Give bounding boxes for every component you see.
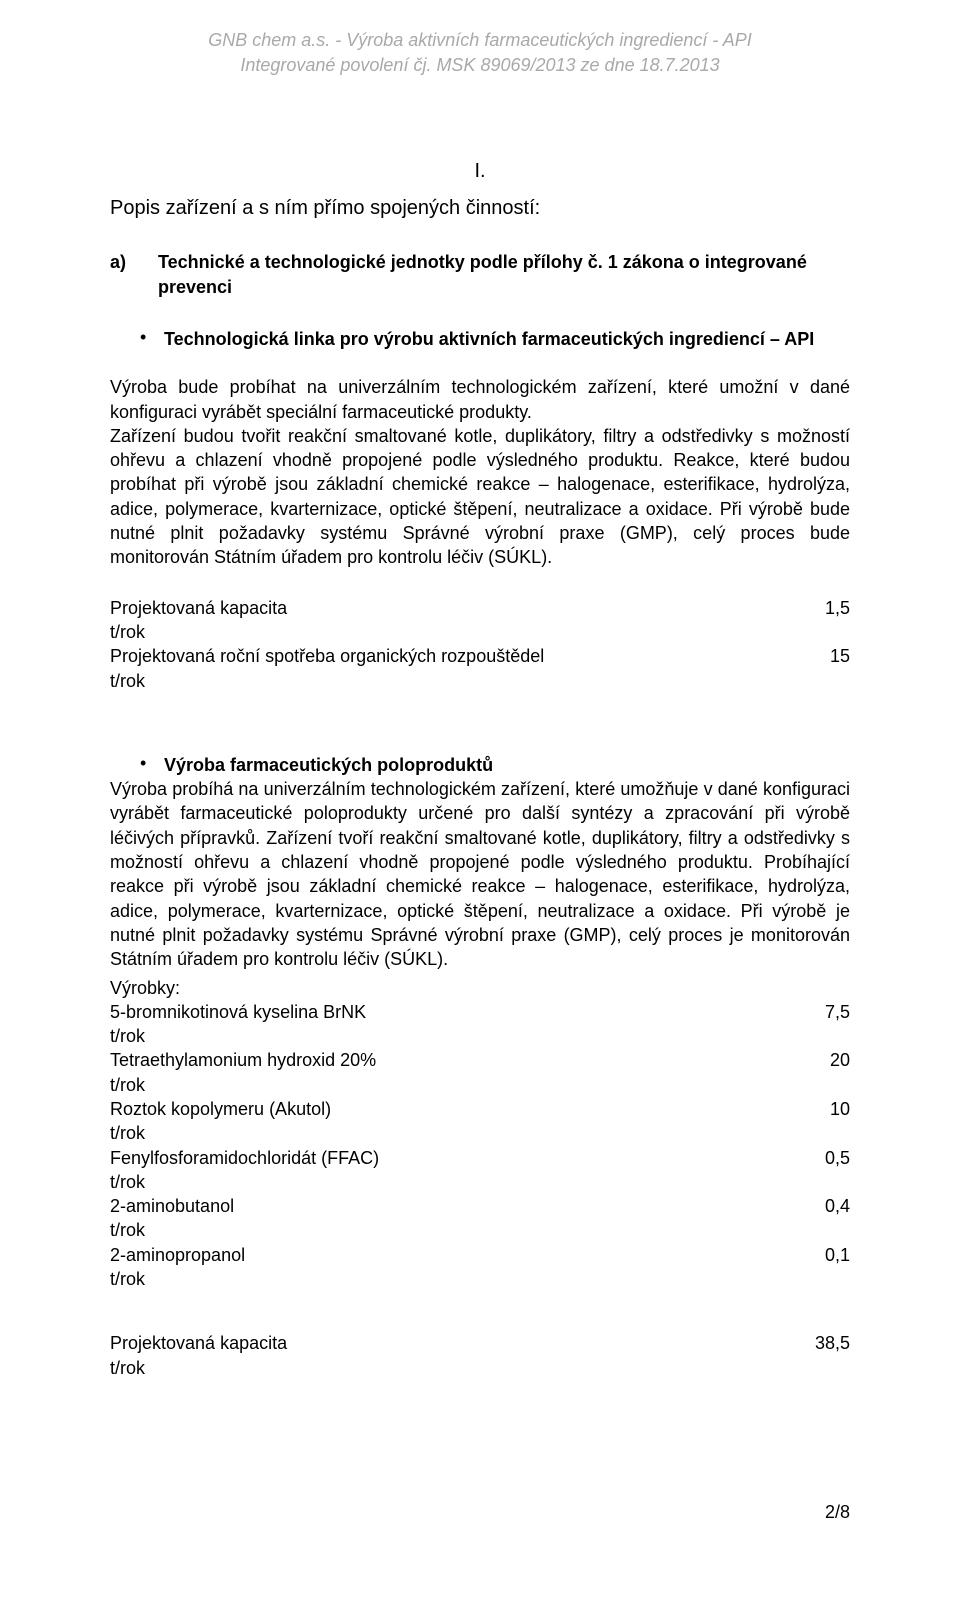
product-row: Tetraethylamonium hydroxid 20% 20 (110, 1048, 850, 1072)
product-value: 10 (830, 1097, 850, 1121)
product-unit: t/rok (110, 1121, 850, 1145)
page-header: GNB chem a.s. - Výroba aktivních farmace… (110, 28, 850, 78)
product-label: Fenylfosforamidochloridát (FFAC) (110, 1146, 379, 1170)
header-line-2: Integrované povolení čj. MSK 89069/2013 … (110, 53, 850, 78)
product-value: 0,1 (825, 1243, 850, 1267)
product-label: 2-aminobutanol (110, 1194, 234, 1218)
proj-kapacita-row: Projektovaná kapacita 38,5 (110, 1331, 850, 1355)
paragraph-1-2: Výroba bude probíhat na univerzálním tec… (110, 375, 850, 569)
page-number: 2/8 (110, 1500, 850, 1524)
kv-value: 15 (830, 644, 850, 668)
kv-label: Projektovaná roční spotřeba organických … (110, 644, 544, 668)
product-unit: t/rok (110, 1218, 850, 1242)
product-row: 2-aminobutanol 0,4 (110, 1194, 850, 1218)
header-line-1: GNB chem a.s. - Výroba aktivních farmace… (110, 28, 850, 53)
bullet-dot-icon: • (140, 327, 164, 349)
kv-value: 1,5 (825, 596, 850, 620)
item-a-label: a) (110, 250, 158, 299)
product-value: 20 (830, 1048, 850, 1072)
paragraph-1: Výroba bude probíhat na univerzálním tec… (110, 377, 850, 421)
product-unit: t/rok (110, 1073, 850, 1097)
product-row: Fenylfosforamidochloridát (FFAC) 0,5 (110, 1146, 850, 1170)
page-container: GNB chem a.s. - Výroba aktivních farmace… (0, 0, 960, 1564)
section-title-popis: Popis zařízení a s ním přímo spojených č… (110, 195, 850, 222)
product-value: 0,4 (825, 1194, 850, 1218)
product-row: 5-bromnikotinová kyselina BrNK 7,5 (110, 1000, 850, 1024)
product-unit: t/rok (110, 1267, 850, 1291)
vyrobky-label: Výrobky: (110, 976, 850, 1000)
product-value: 0,5 (825, 1146, 850, 1170)
kv-label: Projektovaná kapacita (110, 596, 287, 620)
section-roman-number: I. (110, 158, 850, 185)
product-row: Roztok kopolymeru (Akutol) 10 (110, 1097, 850, 1121)
bullet-dot-icon: • (140, 753, 164, 775)
product-row: 2-aminopropanol 0,1 (110, 1243, 850, 1267)
paragraph-3: Výroba probíhá na univerzálním technolog… (110, 777, 850, 971)
bullet-vyroba-polo: • Výroba farmaceutických poloproduktů (140, 753, 850, 777)
proj-kapacita-label: Projektovaná kapacita (110, 1331, 287, 1355)
kv-row: Projektovaná kapacita 1,5 (110, 596, 850, 620)
product-label: 2-aminopropanol (110, 1243, 245, 1267)
bullet-vyroba-polo-text: Výroba farmaceutických poloproduktů (164, 753, 493, 777)
product-label: Roztok kopolymeru (Akutol) (110, 1097, 331, 1121)
products-block: 5-bromnikotinová kyselina BrNK 7,5 t/rok… (110, 1000, 850, 1292)
product-value: 7,5 (825, 1000, 850, 1024)
paragraph-2: Zařízení budou tvořit reakční smaltované… (110, 426, 850, 567)
product-label: Tetraethylamonium hydroxid 20% (110, 1048, 376, 1072)
proj-kapacita-value: 38,5 (815, 1331, 850, 1355)
item-a-row: a) Technické a technologické jednotky po… (110, 250, 850, 299)
kv-unit: t/rok (110, 669, 850, 693)
kv-unit: t/rok (110, 620, 850, 644)
bullet-tech-linka: • Technologická linka pro výrobu aktivní… (140, 327, 850, 351)
product-label: 5-bromnikotinová kyselina BrNK (110, 1000, 366, 1024)
kv-row: Projektovaná roční spotřeba organických … (110, 644, 850, 668)
product-unit: t/rok (110, 1170, 850, 1194)
product-unit: t/rok (110, 1024, 850, 1048)
item-a-text: Technické a technologické jednotky podle… (158, 250, 850, 299)
kv-block-1: Projektovaná kapacita 1,5 t/rok Projekto… (110, 596, 850, 693)
proj-kapacita-unit: t/rok (110, 1356, 850, 1380)
bullet-tech-linka-text: Technologická linka pro výrobu aktivních… (164, 327, 814, 351)
